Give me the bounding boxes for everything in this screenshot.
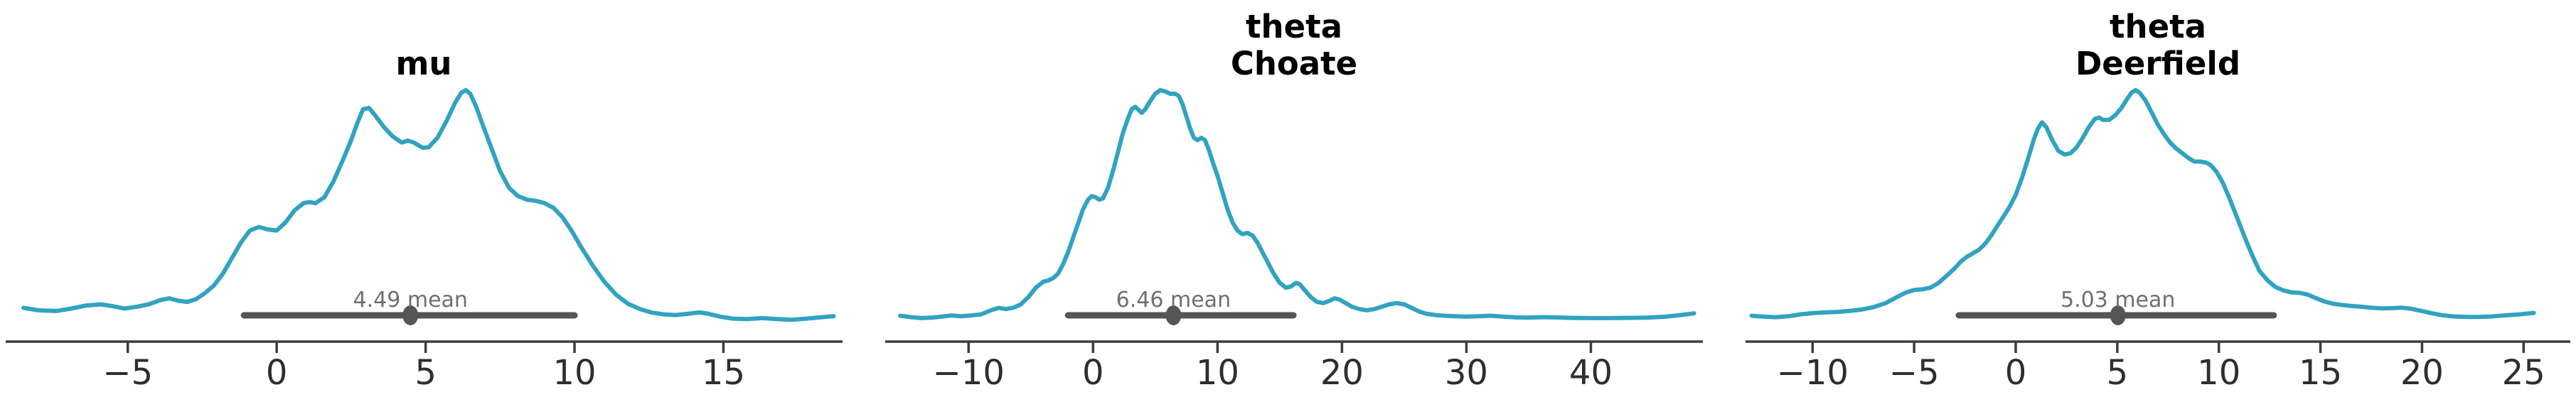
plot-title-theta-choate: theta Choate <box>1230 8 1358 82</box>
mean-label: 6.46 mean <box>1116 288 1231 312</box>
kde-curve <box>898 88 1696 320</box>
mean-label: 5.03 mean <box>2061 288 2175 312</box>
x-axis-tick-label: 0 <box>1082 353 1104 393</box>
x-axis-tick-label: 20 <box>1320 353 1364 393</box>
subplot-1: −10 0 10 20 30 40 6.46 mean <box>885 88 1703 393</box>
subplot-0: −5 0 5 10 15 4.49 mean <box>6 88 843 393</box>
x-axis-tick-label: 40 <box>1569 353 1613 393</box>
x-axis-tick-label: −5 <box>102 353 153 393</box>
x-axis-tick-label: 5 <box>415 353 437 393</box>
x-axis-tick-label: −10 <box>933 353 1005 393</box>
plot-title-mu: mu <box>395 45 452 82</box>
x-axis-tick-label: 15 <box>2299 353 2342 393</box>
x-axis-tick-label: 20 <box>2400 353 2444 393</box>
x-axis-tick-label: 30 <box>1445 353 1488 393</box>
x-axis-tick-label: 10 <box>1196 353 1239 393</box>
plot-title-theta-deerfield: theta Deerfield <box>2075 8 2241 82</box>
x-axis-tick-label: 0 <box>2005 353 2027 393</box>
mean-point <box>402 305 419 325</box>
x-axis-tick-label: 5 <box>2107 353 2129 393</box>
kde-curve <box>1749 88 2536 320</box>
x-axis-tick-label: 10 <box>552 353 596 393</box>
mean-point <box>1165 305 1182 325</box>
x-axis-tick-label: 0 <box>266 353 288 393</box>
mean-label: 4.49 mean <box>353 288 468 312</box>
x-axis-tick-label: 25 <box>2502 353 2545 393</box>
mean-point <box>2110 305 2126 325</box>
x-axis-tick-label: −10 <box>1777 353 1849 393</box>
kde-curve <box>21 88 836 322</box>
x-axis-tick-label: 15 <box>702 353 745 393</box>
subplot-2: −10 −5 0 5 10 15 20 25 5.03 mean <box>1746 88 2570 393</box>
x-axis-tick-label: −5 <box>1889 353 1940 393</box>
x-axis-tick-label: 10 <box>2197 353 2240 393</box>
